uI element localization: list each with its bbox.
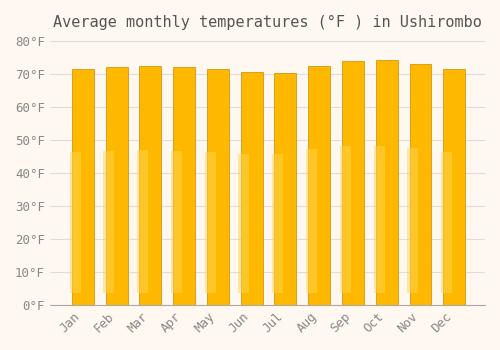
Bar <box>137 150 148 293</box>
Bar <box>306 149 317 293</box>
Bar <box>441 152 452 293</box>
Bar <box>140 66 162 305</box>
Bar <box>70 152 80 293</box>
Bar <box>410 64 432 305</box>
Bar <box>308 66 330 305</box>
Bar <box>171 150 182 293</box>
Bar <box>342 61 364 305</box>
Title: Average monthly temperatures (°F ) in Ushirombo: Average monthly temperatures (°F ) in Us… <box>53 15 482 30</box>
Bar <box>238 154 250 293</box>
Bar <box>376 60 398 305</box>
Bar <box>72 69 94 305</box>
Bar <box>374 146 384 293</box>
Bar <box>173 67 195 305</box>
Bar <box>106 67 128 305</box>
Bar <box>204 152 216 293</box>
Bar <box>272 154 283 293</box>
Bar <box>104 150 115 293</box>
Bar <box>408 148 418 293</box>
Bar <box>444 69 465 305</box>
Bar <box>340 146 351 293</box>
Bar <box>240 72 262 305</box>
Bar <box>274 73 296 305</box>
Bar <box>207 69 229 305</box>
